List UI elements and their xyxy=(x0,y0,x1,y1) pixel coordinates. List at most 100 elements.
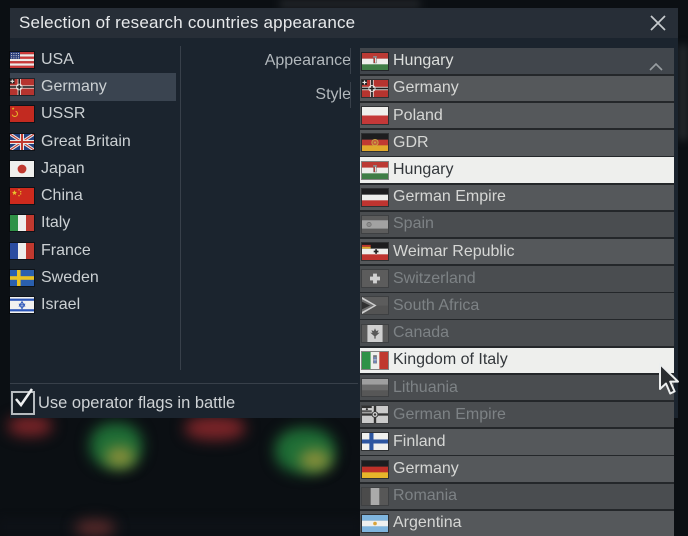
country-label: USA xyxy=(41,50,74,68)
style-label: Style xyxy=(315,86,351,103)
country-item-israel[interactable]: Israel xyxy=(9,292,176,319)
south-africa-flag-icon xyxy=(361,296,389,316)
poland-flag-icon xyxy=(361,106,389,126)
appearance-option-label: GDR xyxy=(393,133,429,151)
background-glow xyxy=(678,45,688,140)
background-yellow-blob xyxy=(106,447,134,467)
romania-flag-icon xyxy=(361,486,389,506)
appearance-selected-value: Hungary xyxy=(393,52,454,69)
appearance-option-weimar-republic-6[interactable]: Weimar Republic xyxy=(360,238,674,265)
appearance-option-label: Romania xyxy=(393,487,458,505)
country-label: Great Britain xyxy=(41,132,131,150)
gdr-flag-icon xyxy=(361,133,389,153)
appearance-option-switzerland-7[interactable]: Switzerland xyxy=(360,266,674,292)
background-red-blob xyxy=(75,520,115,536)
weimar-republic-flag-icon xyxy=(361,242,389,262)
country-item-italy[interactable]: Italy xyxy=(9,210,176,237)
appearance-option-canada-9[interactable]: Canada xyxy=(360,320,674,346)
checkmark-icon xyxy=(15,388,34,408)
country-item-sweden[interactable]: Sweden xyxy=(9,264,176,291)
background-red-blob xyxy=(185,416,245,440)
country-list: USA Germany USSR Great Britain Japan China Ita… xyxy=(9,46,176,319)
appearance-option-lithuania-11[interactable]: Lithuania xyxy=(360,374,674,401)
appearance-dropdown-header[interactable]: Hungary xyxy=(360,48,674,74)
appearance-option-gdr-2[interactable]: GDR xyxy=(360,130,674,156)
operator-flags-checkbox[interactable]: Use operator flags in battle xyxy=(11,388,236,415)
switzerland-flag-icon xyxy=(361,269,389,289)
german-empire-flag-icon xyxy=(361,187,389,207)
appearance-option-germany-0[interactable]: Germany xyxy=(360,75,674,102)
appearance-option-hungary-3[interactable]: Hungary xyxy=(360,157,674,183)
country-item-germany[interactable]: Germany xyxy=(9,73,176,101)
background-glow xyxy=(280,0,420,8)
background-strip xyxy=(0,518,360,536)
appearance-dropdown: Hungary Germany Poland GDR Hungary German Em… xyxy=(360,48,674,536)
appearance-option-label: Germany xyxy=(393,460,459,478)
kingdom-of-italy-flag-icon xyxy=(361,350,389,370)
france-flag-icon xyxy=(9,241,35,260)
appearance-option-romania-15[interactable]: Romania xyxy=(360,483,674,509)
country-item-japan[interactable]: Japan xyxy=(9,155,176,182)
country-item-usa[interactable]: USA xyxy=(9,46,176,73)
finland-flag-icon xyxy=(361,432,389,452)
germany-ww2-flag-icon xyxy=(361,78,389,98)
footer-divider xyxy=(10,383,358,384)
germany-ww2-flag-icon xyxy=(9,77,35,96)
background-red-blob xyxy=(8,416,52,436)
close-icon[interactable] xyxy=(647,12,669,34)
country-label: Israel xyxy=(41,296,81,314)
appearance-option-poland-1[interactable]: Poland xyxy=(360,102,674,129)
country-label: USSR xyxy=(41,105,86,123)
checkbox-box[interactable] xyxy=(11,388,35,415)
appearance-option-german-empire-4[interactable]: German Empire xyxy=(360,184,674,210)
appearance-option-label: German Empire xyxy=(393,188,506,206)
dialog-titlebar: Selection of research countries appearan… xyxy=(10,8,678,38)
appearance-option-label: Argentina xyxy=(393,514,462,532)
canada-flag-icon xyxy=(361,323,389,343)
appearance-option-list: Germany Poland GDR Hungary German Empire Spai… xyxy=(360,75,674,536)
german-empire-war-flag-icon xyxy=(361,405,389,425)
ussr-flag-icon xyxy=(9,105,35,124)
lithuania-flag-icon xyxy=(361,378,389,398)
hungary-flag-icon xyxy=(361,51,389,71)
germany-modern-flag-icon xyxy=(361,459,389,479)
hungary-flag-icon xyxy=(361,160,389,180)
mouse-cursor-icon xyxy=(658,363,684,404)
country-label: Sweden xyxy=(41,269,99,287)
country-item-great-britain[interactable]: Great Britain xyxy=(9,128,176,155)
appearance-label-divider xyxy=(350,48,351,74)
appearance-option-label: Kingdom of Italy xyxy=(393,351,508,369)
appearance-option-kingdom-of-italy-10[interactable]: Kingdom of Italy xyxy=(360,347,674,374)
country-item-ussr[interactable]: USSR xyxy=(9,101,176,128)
checkbox-label: Use operator flags in battle xyxy=(38,394,236,412)
appearance-option-label: Switzerland xyxy=(393,269,476,287)
sweden-flag-icon xyxy=(9,269,35,288)
china-flag-icon xyxy=(9,187,35,206)
appearance-option-label: South Africa xyxy=(393,296,480,314)
appearance-option-label: Poland xyxy=(393,106,443,124)
appearance-option-argentina-16[interactable]: Argentina xyxy=(360,510,674,536)
appearance-option-label: Finland xyxy=(393,432,446,450)
appearance-option-label: German Empire xyxy=(393,405,506,423)
divider-vertical xyxy=(180,46,181,370)
appearance-option-germany-14[interactable]: Germany xyxy=(360,456,674,482)
country-item-china[interactable]: China xyxy=(9,182,176,209)
style-label-divider xyxy=(350,82,351,108)
appearance-option-south-africa-8[interactable]: South Africa xyxy=(360,293,674,319)
chevron-up-icon xyxy=(649,58,663,76)
country-label: France xyxy=(41,241,91,259)
appearance-option-german-empire-12[interactable]: German Empire xyxy=(360,402,674,428)
appearance-option-finland-13[interactable]: Finland xyxy=(360,429,674,455)
appearance-label: Appearance xyxy=(264,52,351,69)
country-label: Italy xyxy=(41,214,71,232)
italy-flag-icon xyxy=(9,214,35,233)
spain-flag-icon xyxy=(361,214,389,234)
usa-flag-icon xyxy=(9,50,35,69)
country-item-france[interactable]: France xyxy=(9,237,176,264)
great-britain-flag-icon xyxy=(9,132,35,151)
appearance-option-label: Weimar Republic xyxy=(393,242,515,260)
background-yellow-blob xyxy=(300,450,330,470)
japan-flag-icon xyxy=(9,159,35,178)
appearance-option-spain-5[interactable]: Spain xyxy=(360,211,674,238)
